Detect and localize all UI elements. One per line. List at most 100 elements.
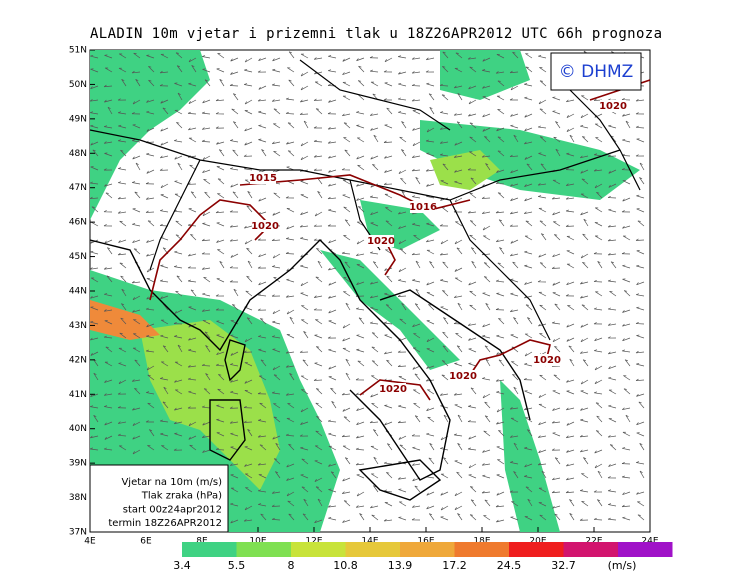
wind-arrow [428,303,435,311]
wind-arrow [243,350,253,353]
wind-arrow [174,335,183,339]
wind-arrow [356,183,365,187]
wind-arrows [89,50,645,524]
wind-area [90,300,160,340]
wind-arrow [621,407,631,411]
wind-arrow [146,277,155,283]
wind-arrow [469,122,477,129]
wind-arrow [146,239,155,243]
wind-arrow [215,308,225,311]
wind-arrow [482,323,491,328]
wind-arrow [526,429,533,437]
wind-arrow [383,182,393,185]
wind-arrow [146,391,155,395]
wind-arrow [120,317,127,325]
wind-arrow [411,518,421,521]
wind-arrow [188,137,197,143]
wind-arrow [457,443,463,451]
wind-arrow [398,71,407,75]
wind-arrow [429,443,435,451]
wind-arrow [568,345,575,353]
wind-arrow [538,195,547,199]
wind-arrow [635,350,645,354]
wind-arrow [635,378,645,382]
wind-arrow [121,303,127,311]
wind-arrow [90,306,99,311]
wind-arrow [300,237,309,241]
wind-arrow [482,225,491,231]
wind-arrow [174,389,183,395]
wind-arrow [328,183,337,187]
wind-arrow [217,53,225,59]
wind-arrow [636,421,645,426]
wind-arrow [455,52,463,59]
wind-arrow [104,405,113,409]
wind-arrow [285,251,295,255]
wind-arrow [539,220,547,227]
wind-arrow [482,96,491,101]
wind-arrow [454,460,463,465]
wind-arrow [551,266,561,269]
wind-arrow [103,141,113,144]
wind-arrow [412,141,421,147]
wind-arrow [429,261,435,269]
wind-arrow [244,337,253,343]
wind-arrow [188,127,197,131]
wind-arrow [539,333,547,339]
wind-arrow [414,415,421,423]
wind-arrow [371,360,379,367]
wind-arrow [510,124,519,129]
wind-arrow [580,379,589,385]
wind-arrow [484,415,491,423]
wind-arrow [426,249,435,255]
wind-arrow [118,362,127,367]
wind-arrow [313,224,323,227]
lat-label: 37N [69,528,87,538]
wind-arrow [272,211,281,216]
wind-arrow [439,141,449,144]
wind-arrow [597,470,603,479]
isobar-label: 1015 [249,173,277,184]
wind-arrow [300,194,309,199]
wind-arrow [271,491,281,494]
wind-arrow [412,347,421,353]
wind-arrow [399,136,407,143]
wind-arrow [371,375,379,381]
wind-arrow [107,247,113,255]
wind-arrow [398,404,407,409]
wind-arrow [275,442,281,451]
wind-arrow [453,433,463,437]
wind-arrow [260,359,267,367]
wind-arrow [174,309,183,314]
wind-arrow [356,407,365,412]
wind-arrow [454,180,463,185]
wind-arrow [622,180,631,185]
wind-arrow [286,278,295,283]
wind-arrow [453,113,463,116]
wind-arrow [160,334,169,339]
wind-arrow [104,379,113,383]
wind-arrow [639,442,645,451]
wind-arrow [412,323,421,328]
wind-arrow [246,205,253,213]
wind-arrow [229,83,239,87]
wind-arrow [467,420,477,423]
wind-arrow [440,279,449,283]
wind-arrow [187,406,197,409]
isobar-label: 1016 [409,202,437,213]
wind-arrow [454,505,463,511]
wind-arrow [583,218,589,227]
wind-arrow [469,486,477,493]
wind-arrow [470,177,477,185]
wind-arrow [539,374,547,381]
wind-arrow [537,183,547,186]
wind-arrow [399,318,407,325]
wind-arrow [373,456,379,465]
lon-label: 16E [417,537,434,547]
wind-arrow [327,336,337,339]
wind-arrow [357,80,365,87]
wind-arrow [300,446,309,451]
wind-arrow [272,320,281,325]
wind-arrow [539,304,547,311]
wind-arrow [217,193,225,199]
